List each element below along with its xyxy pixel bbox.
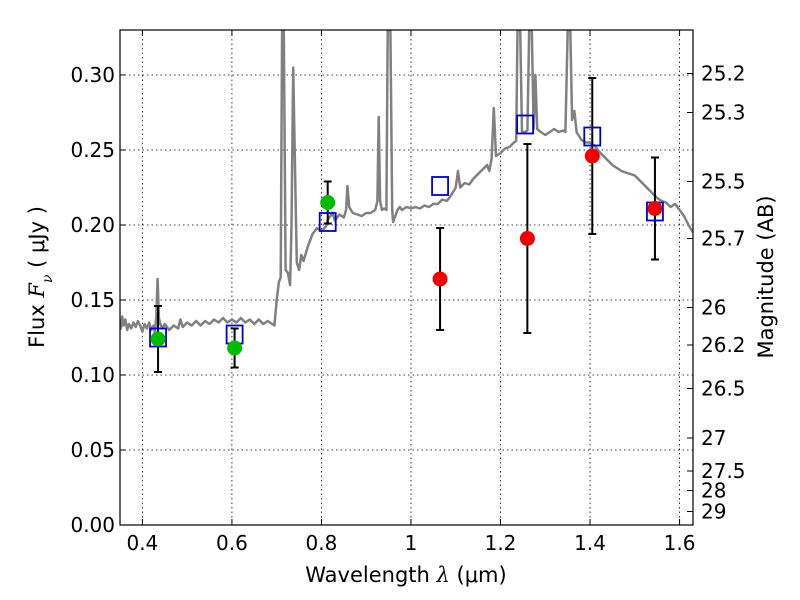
y-axis-label: Flux Fν ( μJy ) [25,206,56,348]
data-point [432,271,448,287]
x-tick-label: 1.4 [574,531,606,555]
axis-ticks: 0.4 0.6 0.8 1 1.2 1.4 1.6 0.00 0.05 0.10 0.15 0.20 0… [70,30,746,555]
error-bars [154,77,659,373]
magnitude-tick-label: 26.5 [701,377,746,401]
y-tick-label: 0.00 [70,513,115,537]
spectrum [120,30,693,335]
y2-axis-label: Magnitude (AB) [754,195,778,358]
y-tick-label: 0.30 [70,63,115,87]
y-axis-label-unit: ( μJy ) [25,206,49,274]
data-point [519,231,535,246]
magnitude-tick-label: 25.7 [701,227,746,251]
spectrum-line [120,30,693,335]
x-tick-label: 1.6 [664,531,696,555]
magnitude-tick-label: 26.2 [701,333,746,357]
model-square-marker [431,176,449,196]
magnitude-tick-label: 27 [701,426,726,450]
plot-frame [119,29,694,526]
x-axis-label-unit: (μm) [450,563,507,587]
y-tick-label: 0.15 [70,288,115,312]
x-tick-label: 0.8 [306,531,338,555]
data-point [227,340,243,356]
magnitude-tick-label: 28 [701,479,726,503]
y-tick-label: 0.05 [70,438,115,462]
data-point [320,195,336,210]
x-tick-label: 0.4 [126,531,158,555]
y-axis-label-sub: ν [40,274,56,283]
y-tick-label: 0.20 [70,213,115,237]
magnitude-tick-label: 26 [701,296,726,320]
data-point [647,201,663,216]
x-tick-label: 0.6 [216,531,248,555]
magnitude-tick-label: 29 [701,500,726,524]
magnitude-tick-label: 25.3 [701,101,746,125]
model-square-marker [516,114,535,135]
x-tick-label: 1.2 [485,531,517,555]
model-square-marker [318,212,337,232]
x-axis-label: Wavelength λ (μm) [305,563,506,587]
x-axis-label-prefix: Wavelength [305,563,436,587]
data-markers [149,114,664,356]
y-axis-label-prefix: Flux [25,298,49,348]
x-axis-label-symbol: λ [436,563,450,587]
x-tick-label: 1 [405,531,418,555]
y-axis-label-symbol: F [25,282,49,299]
y-tick-label: 0.25 [70,138,115,162]
magnitude-tick-label: 27.5 [701,459,746,483]
grid [120,30,693,526]
model-square-marker [583,126,602,147]
magnitude-tick-label: 25.2 [701,62,746,86]
magnitude-tick-label: 25.5 [701,170,746,194]
y-tick-label: 0.10 [70,363,115,387]
data-point [584,148,600,164]
data-point [150,331,166,347]
